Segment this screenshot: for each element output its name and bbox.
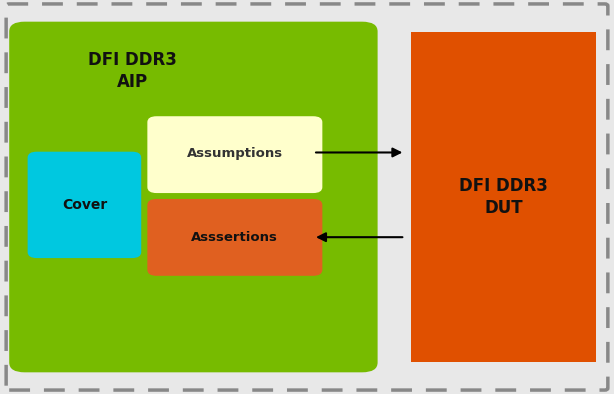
- Text: Assumptions: Assumptions: [187, 147, 282, 160]
- FancyBboxPatch shape: [147, 199, 322, 276]
- Text: Cover: Cover: [62, 198, 107, 212]
- FancyBboxPatch shape: [147, 116, 322, 193]
- FancyBboxPatch shape: [28, 152, 141, 258]
- Text: DFI DDR3
DUT: DFI DDR3 DUT: [459, 177, 548, 217]
- Text: DFI DDR3
AIP: DFI DDR3 AIP: [88, 51, 176, 91]
- Bar: [411, 32, 596, 362]
- FancyBboxPatch shape: [9, 22, 378, 372]
- Text: Asssertions: Asssertions: [191, 231, 278, 243]
